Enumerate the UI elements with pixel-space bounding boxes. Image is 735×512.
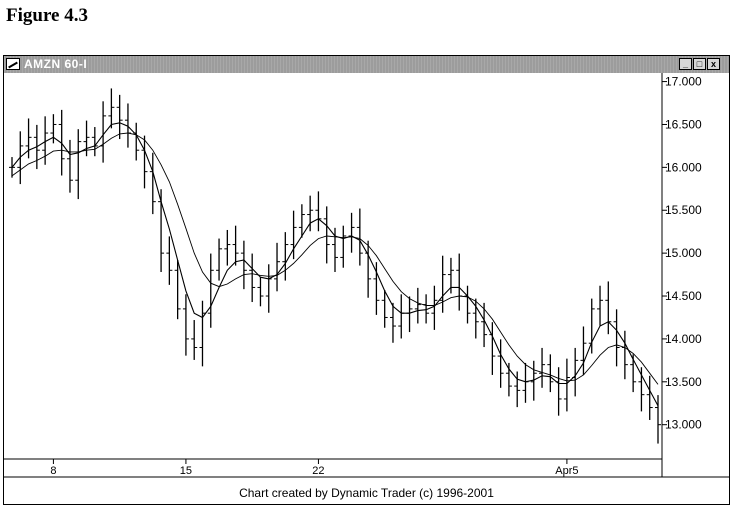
maximize-button[interactable]: □ — [693, 58, 706, 70]
price-tick-label: 14.000 — [665, 332, 702, 346]
time-tick-label: 15 — [180, 465, 192, 477]
time-tick-label: 22 — [312, 465, 324, 477]
price-tick-label: 14.500 — [665, 289, 702, 303]
window-titlebar[interactable]: AMZN 60-I _ □ x — [4, 56, 729, 73]
chart-window: AMZN 60-I _ □ x 17.000 16.500 16.000 15.500… — [3, 55, 730, 505]
price-tick-label: 13.000 — [665, 418, 702, 432]
time-tick-label: Apr5 — [555, 465, 578, 477]
price-tick-label: 15.500 — [665, 203, 702, 217]
price-tick-label: 13.500 — [665, 375, 702, 389]
price-tick-label: 15.000 — [665, 246, 702, 260]
figure-title: Figure 4.3 — [6, 5, 88, 26]
price-tick-label: 16.500 — [665, 117, 702, 131]
chart-credit: Chart created by Dynamic Trader (c) 1996… — [239, 486, 494, 500]
price-tick-label: 17.000 — [665, 75, 702, 89]
slow-moving-average-line — [11, 132, 659, 385]
price-chart[interactable]: 17.000 16.500 16.000 15.500 15.000 14.500 14.0… — [4, 73, 729, 485]
minimize-button[interactable]: _ — [679, 58, 692, 70]
time-tick-label: 8 — [50, 465, 56, 477]
fast-moving-average-line — [11, 122, 659, 407]
close-button[interactable]: x — [707, 58, 720, 70]
chart-app-icon — [6, 58, 20, 70]
price-tick-label: 16.000 — [665, 160, 702, 174]
window-title: AMZN 60-I — [24, 57, 88, 71]
